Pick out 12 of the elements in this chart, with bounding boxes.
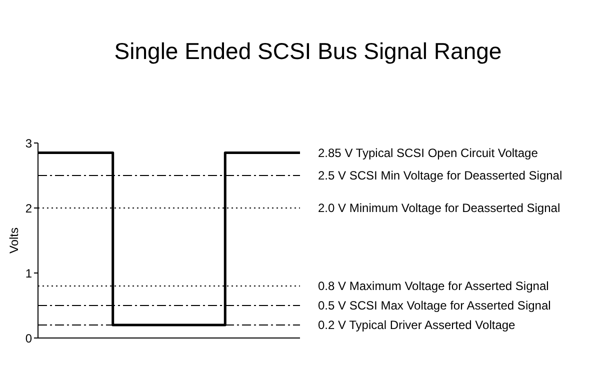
ref-line-label: 2.5 V SCSI Min Voltage for Deasserted Signal xyxy=(318,168,562,182)
ref-line-label: 0.8 V Maximum Voltage for Asserted Signal xyxy=(318,279,549,293)
chart-title: Single Ended SCSI Bus Signal Range xyxy=(113,38,503,65)
y-tick-label: 2 xyxy=(25,201,32,216)
text: 2.85 V Typical SCSI Open Circuit Voltage xyxy=(318,146,538,160)
y-tick-label: 3 xyxy=(25,136,32,150)
ref-line-label: 0.5 V SCSI Max Voltage for Asserted Signal xyxy=(318,298,551,312)
y-axis-title: Volts xyxy=(7,227,21,254)
ref-line-label: 0.2 V Typical Driver Asserted Voltage xyxy=(318,318,516,332)
y-tick-label: 0 xyxy=(25,331,32,346)
ref-line-label: 2.0 V Minimum Voltage for Deasserted Signal xyxy=(318,201,560,215)
y-tick-label: 1 xyxy=(25,266,32,280)
